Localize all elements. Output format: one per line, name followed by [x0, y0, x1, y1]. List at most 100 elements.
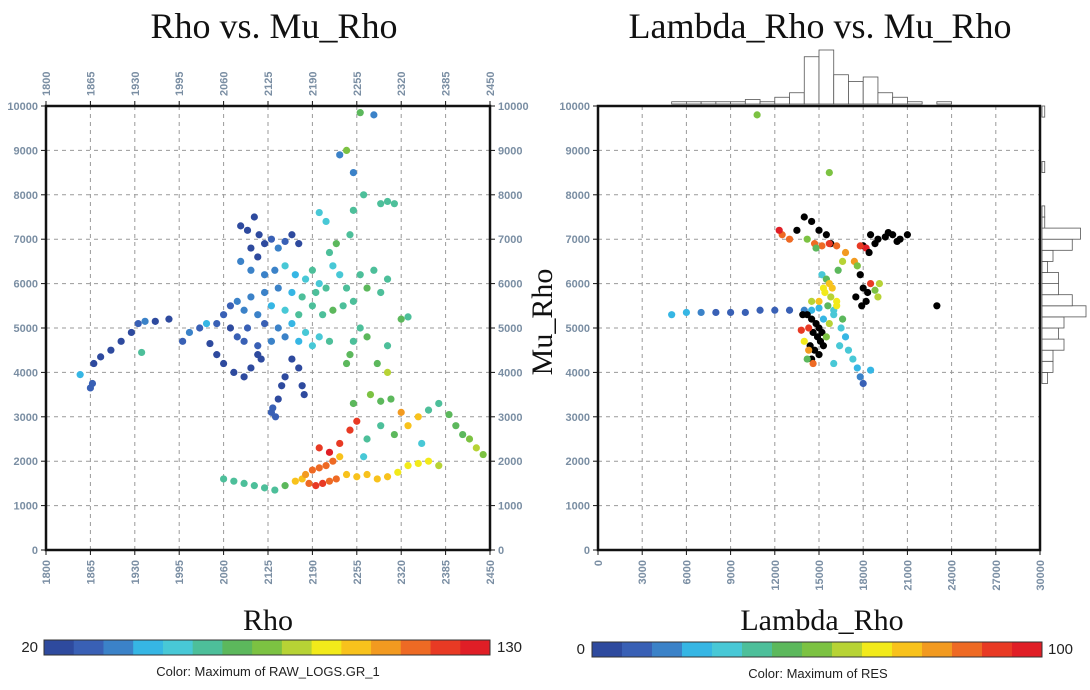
colorbar-segment	[252, 640, 283, 655]
data-point	[875, 280, 884, 288]
data-point	[856, 271, 864, 279]
x-histogram-bar	[936, 101, 952, 105]
y-tick-label: 8000	[566, 190, 590, 202]
data-point	[269, 404, 277, 412]
data-point	[370, 266, 378, 274]
data-point	[797, 326, 805, 334]
colorbar-segment	[222, 640, 253, 655]
left-chart: Rho vs. Mu_Rho 1800180018651865193019301…	[7, 6, 528, 679]
x-tick-label: 2385	[441, 560, 453, 584]
data-point	[308, 302, 316, 310]
y-histogram-bar	[1041, 349, 1054, 362]
x-histogram-bar	[686, 101, 702, 105]
colorbar-segment	[742, 642, 773, 657]
data-point	[295, 364, 303, 372]
data-point	[281, 306, 289, 314]
data-point	[808, 315, 816, 323]
data-point	[260, 288, 269, 297]
x-tick-label: 1800	[41, 560, 53, 584]
data-point	[390, 430, 398, 439]
colorbar-segment	[652, 642, 683, 657]
data-point	[267, 337, 276, 345]
x-histogram-bar	[715, 101, 731, 105]
data-point	[325, 337, 334, 345]
data-point	[874, 293, 882, 301]
right-colorbar-max-label: 100	[1048, 641, 1073, 658]
data-point	[837, 324, 845, 332]
data-point	[363, 333, 371, 341]
y-histogram-bar	[1041, 161, 1046, 174]
data-point	[793, 226, 801, 234]
data-point	[298, 382, 306, 390]
data-point	[809, 328, 817, 337]
colorbar-segment	[341, 640, 372, 655]
y-tick-label-right: 3000	[498, 412, 522, 424]
data-point	[291, 477, 299, 485]
data-point	[247, 266, 255, 274]
data-point	[260, 240, 269, 248]
data-point	[373, 475, 381, 483]
data-point	[414, 459, 422, 468]
data-point	[179, 337, 187, 345]
data-point	[682, 308, 691, 317]
colorbar-segment	[103, 640, 134, 655]
data-point	[243, 226, 252, 234]
data-point	[853, 364, 861, 372]
data-point	[260, 319, 269, 328]
colorbar-segment	[712, 642, 743, 657]
data-point	[424, 406, 433, 414]
data-point	[233, 333, 241, 341]
y-tick-label: 9000	[566, 145, 590, 157]
data-point	[315, 208, 323, 217]
data-point	[336, 439, 344, 448]
y-histogram-bar	[1041, 249, 1054, 262]
y-tick-label: 6000	[14, 279, 38, 291]
data-point	[827, 293, 835, 301]
x-histogram-bar	[892, 96, 908, 105]
x-tick-label-top: 2385	[441, 72, 453, 96]
x-tick-label: 12000	[770, 560, 782, 591]
x-tick-label: 15000	[814, 560, 826, 591]
y-tick-label-right: 6000	[498, 279, 522, 291]
data-point	[97, 353, 105, 361]
x-tick-label: 2190	[307, 560, 319, 584]
y-tick-label: 10000	[7, 101, 38, 113]
x-tick-label-top: 2060	[219, 72, 231, 96]
data-point	[933, 302, 941, 310]
data-point	[88, 379, 97, 388]
data-point	[220, 311, 228, 319]
x-tick-label: 2320	[396, 560, 408, 584]
data-point	[815, 226, 823, 234]
x-tick-label: 1930	[130, 560, 142, 584]
data-point	[346, 426, 354, 434]
data-point	[329, 306, 337, 314]
data-point	[247, 364, 255, 372]
data-point	[346, 351, 354, 359]
data-point	[240, 306, 248, 314]
data-point	[479, 450, 487, 459]
y-histogram-bar	[1041, 105, 1046, 118]
colorbar-segment	[371, 640, 402, 655]
data-point	[281, 482, 289, 490]
x-histogram-bar	[848, 81, 864, 105]
data-point	[254, 253, 262, 261]
x-histogram-bar	[833, 74, 849, 105]
data-point	[435, 399, 443, 408]
data-point	[298, 293, 306, 301]
data-point	[230, 368, 238, 376]
x-histogram-bar	[700, 101, 717, 105]
data-point	[240, 479, 248, 487]
right-chart-title: Lambda_Rho vs. Mu_Rho	[629, 6, 1012, 46]
data-point	[871, 240, 879, 248]
x-tick-label: 0	[593, 560, 605, 566]
data-point	[336, 151, 344, 159]
x-histogram-bar	[862, 76, 879, 105]
x-tick-label: 27000	[991, 560, 1003, 591]
data-point	[332, 240, 340, 248]
colorbar-segment	[922, 642, 953, 657]
data-point	[322, 217, 330, 226]
data-point	[808, 306, 816, 314]
data-point	[822, 333, 830, 341]
y-histogram-bar	[1041, 272, 1059, 285]
x-tick-label: 2060	[219, 560, 231, 584]
